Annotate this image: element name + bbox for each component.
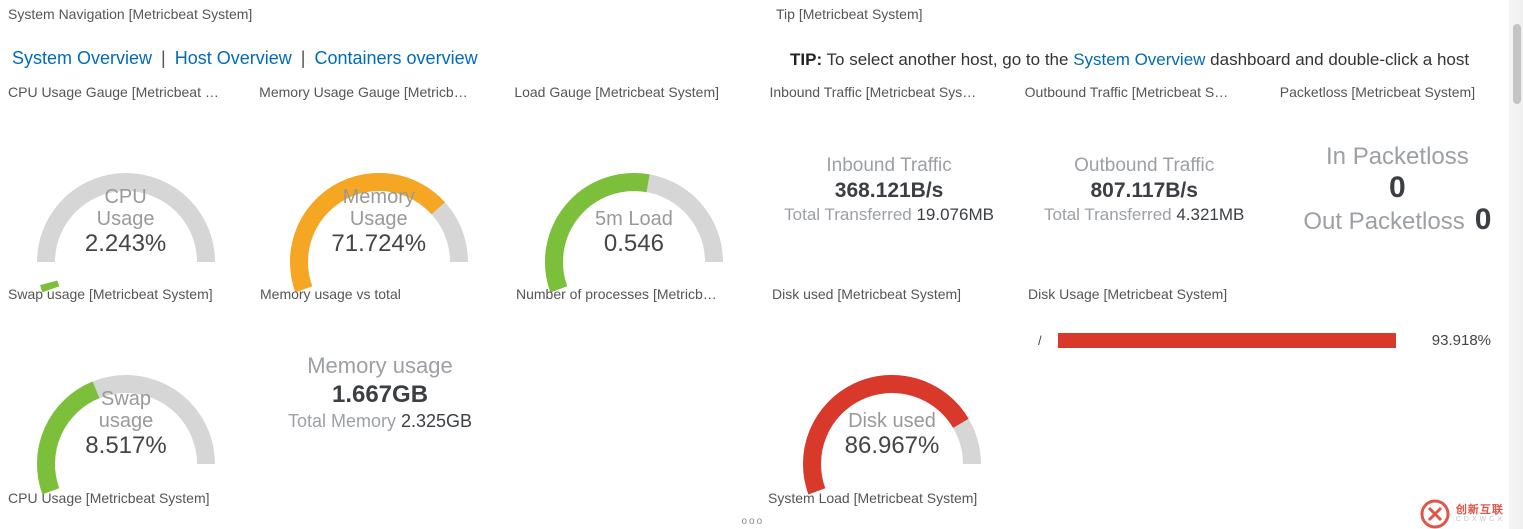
tip-panel: Tip [Metricbeat System] TIP: To select a… [768,4,1515,76]
system-navigation-title: System Navigation [Metricbeat System] [8,4,768,24]
vertical-scrollbar[interactable] [1509,0,1523,529]
link-host-overview[interactable]: Host Overview [175,48,292,68]
brand-logo-icon [1420,499,1450,529]
memory-usage-label: Memory usage [260,353,500,379]
link-system-overview[interactable]: System Overview [12,48,152,68]
inbound-traffic-title: Inbound Traffic [Metricbeat Sys… [769,82,1008,102]
number-of-processes-title: Number of processes [Metricb… [516,284,756,304]
brand-watermark-text: 创新互联 [1456,505,1504,516]
memory-usage-sub: Total Memory 2.325GB [260,411,500,432]
in-packetloss-value: 0 [1280,171,1515,205]
cpu-gauge-panel: CPU Usage Gauge [Metricbeat … CPUUsage 2… [0,76,251,278]
disk-used-gauge-panel: Disk used [Metricbeat System] Disk used … [764,278,1020,480]
nav-links: System Overview | Host Overview | Contai… [8,24,768,73]
number-of-processes-panel: Number of processes [Metricb… [508,278,764,480]
memory-vs-total-title: Memory usage vs total [260,284,500,304]
out-packetloss-label: Out Packetloss [1303,208,1464,236]
load-gauge-title: Load Gauge [Metricbeat System] [514,82,753,102]
in-packetloss-label: In Packetloss [1280,143,1515,171]
outbound-traffic-sub: Total Transferred 4.321MB [1025,205,1264,225]
memory-usage-value: 1.667GB [260,381,500,409]
out-packetloss-value: 0 [1475,203,1492,237]
inbound-traffic-label: Inbound Traffic [769,155,1008,177]
swap-usage-panel: Swap usage [Metricbeat System] Swapusage… [0,278,252,480]
disk-used-gauge: Disk used 86.967% [792,356,992,476]
disk-usage-bar-row: / 93.918% [1038,332,1491,349]
system-load-chart-title: System Load [Metricbeat System] [768,488,977,508]
memory-gauge-title: Memory Usage Gauge [Metricb… [259,82,498,102]
disk-usage-bar-fill [1058,333,1396,348]
load-gauge-panel: Load Gauge [Metricbeat System] 5m Load 0… [506,76,761,278]
tip-title: Tip [Metricbeat System] [776,4,1515,24]
nav-sep: | [157,48,170,68]
tip-text-before: To select another host, go to the [822,50,1073,69]
packetloss-title: Packetloss [Metricbeat System] [1280,82,1515,102]
tip-text: TIP: To select another host, go to the S… [776,24,1515,76]
disk-usage-category: / [1038,333,1044,348]
tip-prefix: TIP: [790,50,822,69]
dashboard-root: System Navigation [Metricbeat System] Sy… [0,0,1523,529]
top-row: System Navigation [Metricbeat System] Sy… [0,0,1523,76]
vertical-scrollbar-thumb[interactable] [1513,24,1521,104]
disk-usage-bar-panel: Disk Usage [Metricbeat System] / 93.918% [1020,278,1523,480]
outbound-traffic-label: Outbound Traffic [1025,155,1264,177]
packetloss-panel: Packetloss [Metricbeat System] In Packet… [1272,76,1523,278]
inbound-traffic-sub: Total Transferred 19.076MB [769,205,1008,225]
panel-resize-handle-icon[interactable]: ooo [742,516,765,527]
disk-usage-bar-track [1058,333,1418,348]
outbound-traffic-panel: Outbound Traffic [Metricbeat S… Outbound… [1017,76,1272,278]
outbound-traffic-value: 807.117B/s [1025,179,1264,203]
inbound-traffic-panel: Inbound Traffic [Metricbeat Sys… Inbound… [761,76,1016,278]
memory-gauge: MemoryUsage 71.724% [279,154,479,274]
tip-link-system-overview[interactable]: System Overview [1073,50,1205,69]
nav-sep: | [297,48,310,68]
outbound-traffic-title: Outbound Traffic [Metricbeat S… [1025,82,1264,102]
swap-gauge: Swapusage 8.517% [26,356,226,476]
load-gauge: 5m Load 0.546 [534,154,734,274]
brand-watermark: 创新互联 CDXWCX [1420,499,1505,529]
swap-row: Swap usage [Metricbeat System] Swapusage… [0,278,1523,480]
cpu-gauge: CPUUsage 2.243% [26,154,226,274]
disk-usage-bar-title: Disk Usage [Metricbeat System] [1028,284,1515,304]
disk-used-gauge-title: Disk used [Metricbeat System] [772,284,1012,304]
cpu-usage-chart-title: CPU Usage [Metricbeat System] [8,488,768,508]
brand-watermark-sub: CDXWCX [1456,516,1505,523]
inbound-traffic-value: 368.121B/s [769,179,1008,203]
gauges-row: CPU Usage Gauge [Metricbeat … CPUUsage 2… [0,76,1523,278]
swap-usage-title: Swap usage [Metricbeat System] [8,284,244,304]
memory-vs-total-panel: Memory usage vs total Memory usage 1.667… [252,278,508,480]
disk-usage-bar-pct: 93.918% [1432,332,1491,349]
link-containers-overview[interactable]: Containers overview [315,48,478,68]
cpu-gauge-title: CPU Usage Gauge [Metricbeat … [8,82,243,102]
system-navigation-panel: System Navigation [Metricbeat System] Sy… [8,4,768,73]
memory-gauge-panel: Memory Usage Gauge [Metricb… MemoryUsage… [251,76,506,278]
bottom-titles: CPU Usage [Metricbeat System] System Loa… [0,480,1523,508]
